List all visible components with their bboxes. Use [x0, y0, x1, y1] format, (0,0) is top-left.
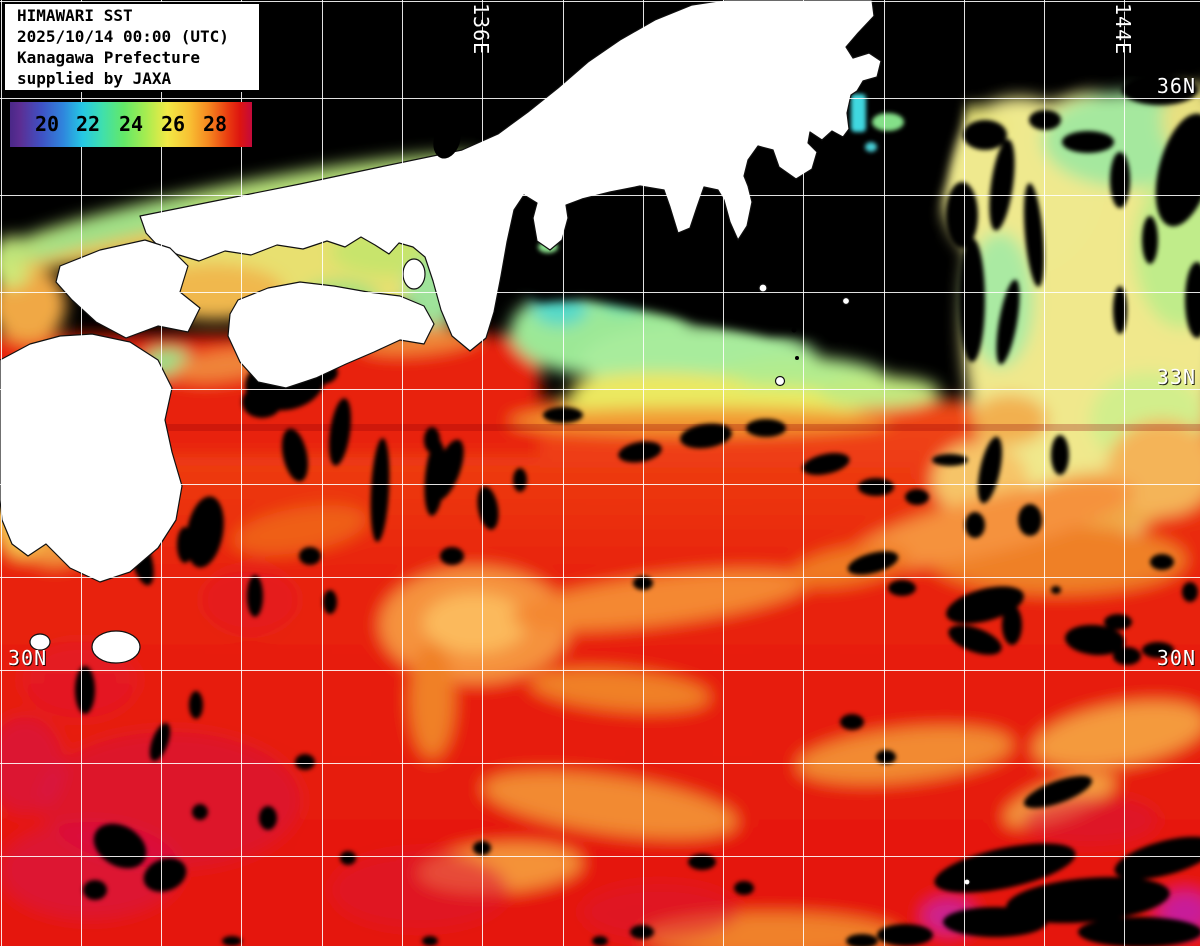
land-island [774, 375, 786, 387]
land-island [29, 633, 51, 651]
cloud-speck [963, 878, 971, 886]
colorbar-tick-label: 28 [202, 112, 228, 136]
land-kyushu [0, 333, 183, 583]
land-island [841, 296, 851, 306]
colorbar-tick-label: 20 [34, 112, 60, 136]
colorbar-gradient [10, 102, 252, 147]
izu-islet [788, 297, 794, 303]
land-island [758, 283, 768, 293]
colorbar-tick-label: 26 [160, 112, 186, 136]
temperature-colorbar: 20 22 24 26 28 [10, 102, 252, 147]
izu-islet [784, 269, 790, 275]
land-shikoku [227, 281, 435, 389]
colorbar-tick-label: 24 [118, 112, 144, 136]
colorbar-tick-label: 22 [75, 112, 101, 136]
data-credit: supplied by JAXA [17, 69, 172, 88]
land-awaji-island [402, 258, 426, 290]
scan-line-artifact [0, 424, 1200, 431]
timestamp: 2025/10/14 00:00 (UTC) [17, 27, 229, 46]
info-panel: HIMAWARI SST 2025/10/14 00:00 (UTC) Kana… [3, 2, 261, 92]
region-name: Kanagawa Prefecture [17, 48, 201, 67]
lake-and-islets [433, 121, 799, 360]
izu-islet [795, 356, 799, 360]
land-japan [0, 0, 971, 886]
land-island [91, 630, 141, 664]
product-title: HIMAWARI SST [17, 6, 133, 25]
land-honshu [139, 0, 882, 352]
lake-biwa [433, 121, 461, 159]
izu-islet [786, 249, 792, 255]
land-yamaguchi [55, 239, 201, 339]
izu-islet [791, 327, 797, 333]
cloud-mask-streaks [75, 75, 1200, 946]
